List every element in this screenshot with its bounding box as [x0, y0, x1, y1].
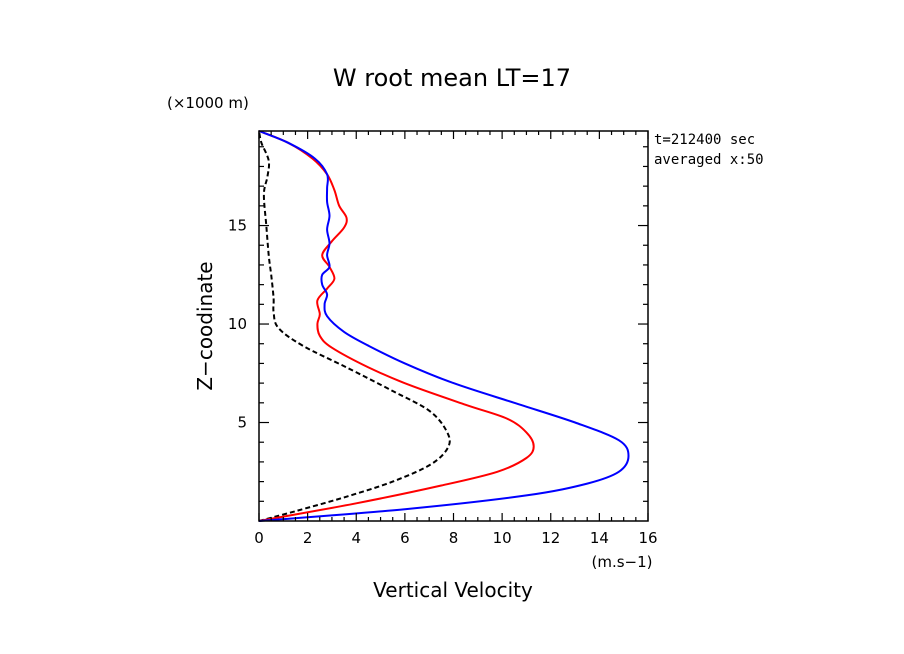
series-group	[258, 130, 630, 522]
y-unit-label: (×1000 m)	[167, 94, 249, 112]
y-tick-label: 5	[237, 414, 247, 432]
ticks-group: 0 2 4 6 8 10 12 14 16 5 10 15	[228, 131, 658, 547]
x-tick-label: 6	[400, 529, 410, 547]
series-line-1	[258, 130, 535, 522]
x-tick-label: 2	[303, 529, 313, 547]
x-axis-label: Vertical Velocity	[373, 578, 533, 602]
y-axis-label: Z−coodinate	[193, 261, 217, 390]
x-tick-label: 12	[541, 529, 560, 547]
x-tick-label: 0	[254, 529, 264, 547]
series-line-2	[258, 130, 630, 522]
series-line-0	[258, 130, 451, 522]
x-tick-label: 10	[493, 529, 512, 547]
x-tick-label: 4	[351, 529, 361, 547]
x-tick-label: 8	[449, 529, 459, 547]
annotation-averaged: averaged x:50	[654, 152, 764, 168]
x-unit-label: (m.s−1)	[591, 553, 652, 571]
y-tick-label: 10	[228, 315, 247, 333]
y-tick-label: 15	[228, 217, 247, 235]
chart-title: W root mean LT=17	[333, 64, 571, 92]
x-tick-label: 14	[590, 529, 609, 547]
annotation-time: t=212400 sec	[654, 132, 755, 148]
x-tick-label: 16	[638, 529, 657, 547]
